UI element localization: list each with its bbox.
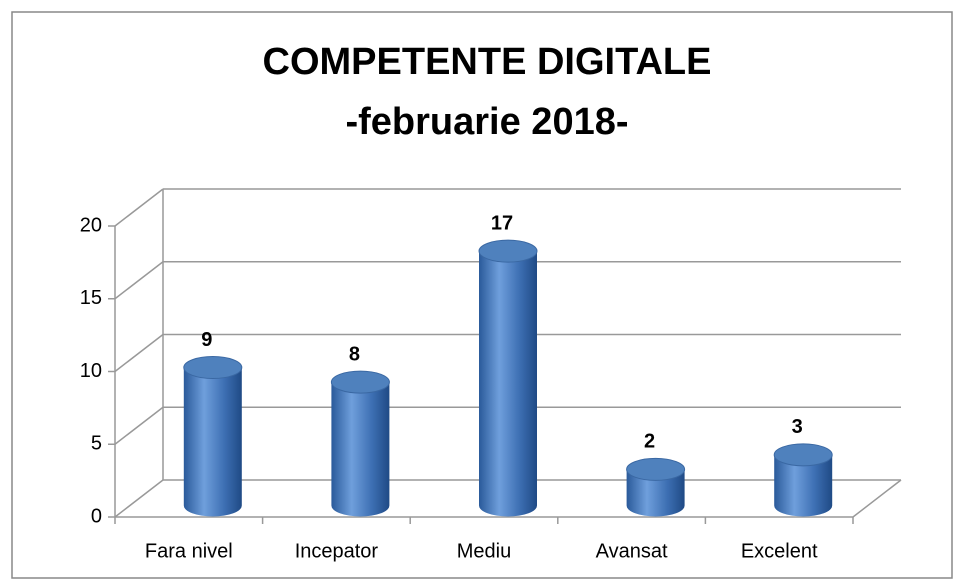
bar-body <box>626 469 685 517</box>
bar-body <box>183 367 242 517</box>
y-tick-label: 5 <box>91 433 102 455</box>
bar-body <box>479 251 537 517</box>
bar-top <box>330 370 390 394</box>
side-grid-line <box>114 406 164 445</box>
side-grid-line <box>114 479 164 518</box>
side-grid-line <box>114 188 164 227</box>
data-label: 8 <box>349 343 360 365</box>
bar-top <box>773 443 833 467</box>
side-grid-line <box>114 333 164 373</box>
y-tick-label: 20 <box>80 214 102 236</box>
y-tick-label: 10 <box>80 360 102 382</box>
y-tick-label: 0 <box>91 505 102 527</box>
bar-top <box>183 356 243 380</box>
chart-title: COMPETENTE DIGITALE <box>263 41 712 83</box>
data-label: 17 <box>491 212 513 234</box>
y-tick-label: 15 <box>80 287 102 309</box>
x-tick-label: Fara nivel <box>145 540 233 562</box>
data-label: 2 <box>644 431 655 453</box>
side-grid-line <box>114 261 164 300</box>
data-label: 3 <box>792 416 803 438</box>
x-tick-label: Mediu <box>457 540 511 562</box>
x-tick-label: Incepator <box>295 540 379 562</box>
bar-top <box>626 457 686 481</box>
bar <box>330 370 390 517</box>
bar <box>183 356 243 517</box>
bar-body <box>774 454 833 517</box>
data-label: 9 <box>201 329 212 351</box>
bar-body <box>331 382 390 517</box>
bar-top <box>478 239 538 263</box>
bar <box>478 239 538 517</box>
chart-subtitle: -februarie 2018- <box>345 101 628 143</box>
x-tick-label: Avansat <box>596 540 668 562</box>
x-tick-label: Excelent <box>741 540 818 562</box>
bar <box>626 457 686 517</box>
bar <box>773 443 833 517</box>
